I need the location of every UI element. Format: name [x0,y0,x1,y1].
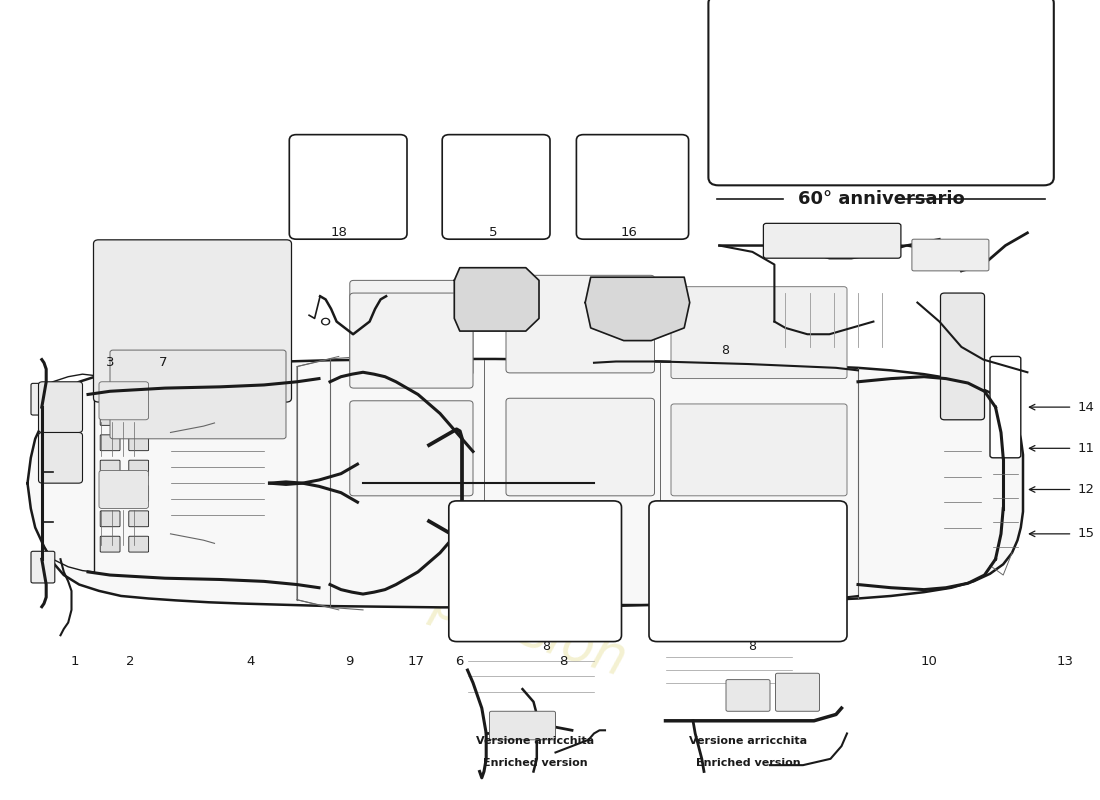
FancyBboxPatch shape [763,223,901,258]
Text: 17: 17 [407,655,425,668]
FancyBboxPatch shape [506,398,654,496]
Text: 2: 2 [125,655,134,668]
Text: 18: 18 [330,226,348,239]
Text: 16: 16 [620,226,638,239]
FancyBboxPatch shape [94,240,292,402]
Text: Enriched version: Enriched version [695,758,801,768]
FancyBboxPatch shape [129,511,149,526]
FancyBboxPatch shape [129,536,149,552]
FancyBboxPatch shape [99,382,148,420]
Text: 11: 11 [1078,442,1094,455]
Circle shape [323,319,328,323]
Polygon shape [28,359,1023,607]
Text: Versione arricchita: Versione arricchita [689,736,807,746]
Text: 12: 12 [1078,483,1094,496]
Polygon shape [585,278,690,341]
Text: 14: 14 [1078,401,1094,414]
FancyBboxPatch shape [912,239,989,271]
FancyBboxPatch shape [31,551,55,583]
FancyBboxPatch shape [350,293,473,388]
Text: 13: 13 [1056,655,1074,668]
Text: a passion: a passion [379,559,632,686]
FancyBboxPatch shape [129,486,149,502]
FancyBboxPatch shape [708,0,1054,186]
FancyBboxPatch shape [726,680,770,711]
FancyBboxPatch shape [99,470,148,509]
Polygon shape [454,268,539,331]
Text: 7: 7 [158,356,167,370]
FancyBboxPatch shape [649,501,847,642]
Text: Versione arricchita: Versione arricchita [476,736,594,746]
FancyBboxPatch shape [449,501,621,642]
FancyBboxPatch shape [442,134,550,239]
Text: Enriched version: Enriched version [483,758,587,768]
FancyBboxPatch shape [100,410,120,426]
Text: 10: 10 [921,655,938,668]
Text: 3: 3 [106,356,114,370]
FancyBboxPatch shape [100,435,120,450]
Text: EURODA: EURODA [179,448,525,619]
FancyBboxPatch shape [490,711,556,740]
FancyBboxPatch shape [31,383,55,415]
FancyBboxPatch shape [671,286,847,378]
FancyBboxPatch shape [776,674,820,711]
FancyBboxPatch shape [39,382,82,433]
Text: 1: 1 [70,655,79,668]
FancyBboxPatch shape [100,460,120,476]
Text: 8: 8 [542,640,550,653]
Text: 8: 8 [722,343,729,357]
Text: 9: 9 [345,655,354,668]
FancyBboxPatch shape [506,275,654,373]
FancyBboxPatch shape [39,433,82,483]
FancyBboxPatch shape [129,410,149,426]
FancyBboxPatch shape [350,401,473,496]
FancyBboxPatch shape [350,280,473,375]
FancyBboxPatch shape [990,357,1021,458]
FancyBboxPatch shape [289,134,407,239]
FancyBboxPatch shape [671,404,847,496]
FancyBboxPatch shape [940,293,984,420]
Text: 60° anniversario: 60° anniversario [798,190,965,208]
Text: 5: 5 [488,226,497,239]
Text: 8: 8 [559,655,568,668]
Text: 15: 15 [1078,527,1094,540]
FancyBboxPatch shape [129,460,149,476]
Circle shape [321,318,330,325]
Text: 6: 6 [455,655,464,668]
FancyBboxPatch shape [100,511,120,526]
FancyBboxPatch shape [110,350,286,439]
FancyBboxPatch shape [100,536,120,552]
FancyBboxPatch shape [576,134,689,239]
Text: 4: 4 [246,655,255,668]
FancyBboxPatch shape [100,486,120,502]
Text: 8: 8 [748,640,756,653]
FancyBboxPatch shape [129,435,149,450]
